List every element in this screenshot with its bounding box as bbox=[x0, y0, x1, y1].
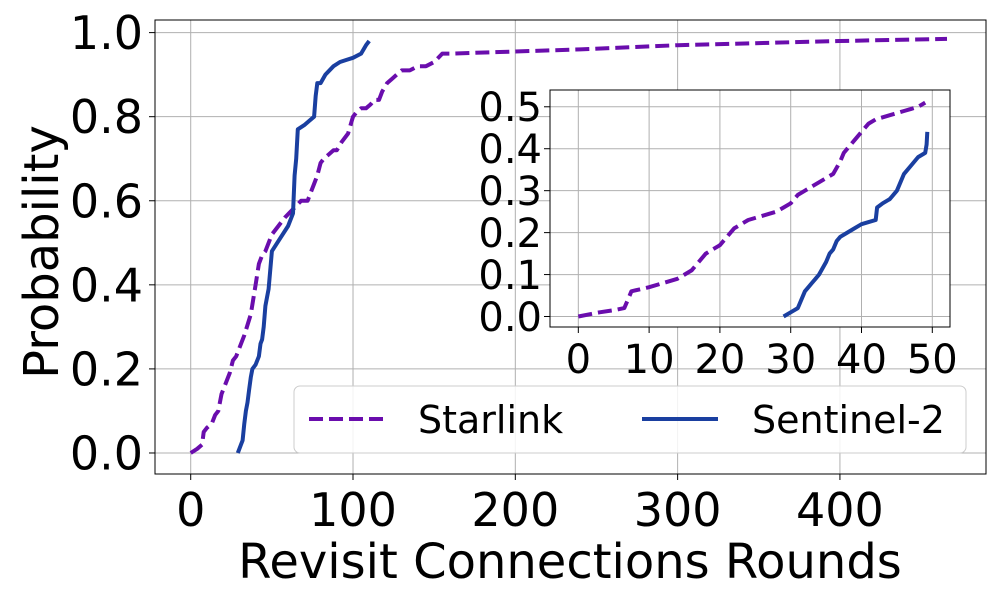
inset-background bbox=[550, 90, 950, 327]
main-x-tick-label: 100 bbox=[309, 483, 397, 537]
inset-x-tick-label: 40 bbox=[836, 337, 887, 383]
main-y-tick-label: 1.0 bbox=[70, 6, 143, 60]
main-x-tick-label: 200 bbox=[471, 483, 559, 537]
legend-label-sentinel-2: Sentinel-2 bbox=[752, 398, 945, 442]
inset-grid bbox=[550, 90, 950, 327]
main-y-tick-labels: 0.0 0.2 0.4 0.6 0.8 1.0 bbox=[70, 6, 155, 481]
main-line-starlink bbox=[189, 36, 948, 455]
main-plot-frame bbox=[154, 19, 987, 475]
main-x-tick-label: 0 bbox=[176, 483, 205, 537]
inset-line-starlink bbox=[577, 100, 927, 319]
inset-y-tick-label: 0.5 bbox=[478, 85, 542, 131]
y-axis-label: Probability bbox=[14, 125, 70, 379]
main-y-tick-label: 0.4 bbox=[70, 258, 143, 312]
inset-y-tick-label: 0.1 bbox=[478, 253, 542, 299]
x-axis-label: Revisit Connections Rounds bbox=[238, 534, 902, 590]
inset-y-tick-label: 0.3 bbox=[478, 169, 542, 215]
main-series bbox=[189, 36, 948, 455]
inset-y-tick-labels: 0.00.10.20.30.40.5 bbox=[478, 85, 550, 341]
legend: Starlink Sentinel-2 bbox=[293, 385, 967, 454]
main-y-tick-label: 0.6 bbox=[70, 174, 143, 228]
inset-x-tick-label: 30 bbox=[765, 337, 816, 383]
inset-series bbox=[577, 100, 930, 319]
main-x-tick-label: 400 bbox=[796, 483, 884, 537]
legend-label-starlink: Starlink bbox=[418, 398, 563, 442]
inset-x-tick-label: 10 bbox=[624, 337, 675, 383]
main-x-tick-labels: 0 100 200 300 400 bbox=[176, 474, 884, 537]
inset-plot-frame bbox=[549, 89, 951, 328]
main-y-tick-label: 0.0 bbox=[70, 427, 143, 481]
inset-x-tick-label: 20 bbox=[694, 337, 745, 383]
legend-box bbox=[293, 385, 967, 454]
main-y-tick-label: 0.8 bbox=[70, 90, 143, 144]
inset-x-tick-label: 0 bbox=[566, 337, 591, 383]
inset-y-tick-label: 0.0 bbox=[478, 295, 542, 341]
inset-y-tick-label: 0.2 bbox=[478, 211, 542, 257]
main-line-sentinel-2 bbox=[235, 39, 371, 454]
main-y-tick-label: 0.2 bbox=[70, 342, 143, 396]
inset-x-tick-labels: 0 10 20 30 40 50 bbox=[566, 327, 958, 383]
main-x-tick-label: 300 bbox=[634, 483, 722, 537]
inset-y-tick-label: 0.4 bbox=[478, 127, 542, 173]
inset-line-sentinel-2 bbox=[782, 131, 930, 319]
inset-x-tick-label: 50 bbox=[907, 337, 958, 383]
